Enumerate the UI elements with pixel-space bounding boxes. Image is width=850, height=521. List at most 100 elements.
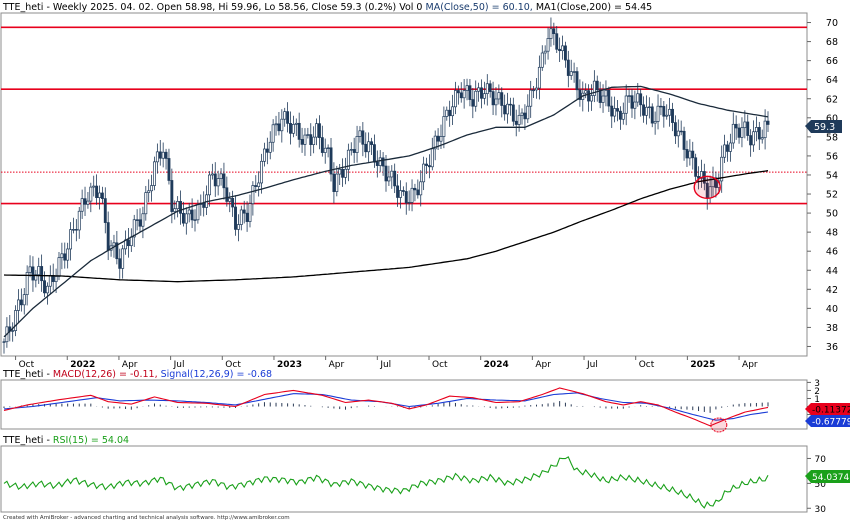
candle-body <box>286 111 290 124</box>
candle-body <box>618 110 622 120</box>
candle-body <box>532 89 536 92</box>
candle-body <box>442 116 446 137</box>
x-tick-label: Oct <box>432 360 448 370</box>
candle-body <box>482 93 486 99</box>
candle-body <box>604 89 608 97</box>
candle-body <box>613 108 617 117</box>
candle-body <box>375 161 379 166</box>
price-y-tick-label: 60 <box>826 113 838 124</box>
candle-body <box>239 209 243 225</box>
price-y-tick-label: 58 <box>826 132 838 143</box>
candle-body <box>329 147 333 175</box>
candle-body <box>616 108 619 112</box>
candle-body <box>627 95 631 97</box>
rsi-line <box>3 456 769 509</box>
macd-panel-frame <box>0 379 808 430</box>
candle-body <box>176 201 180 210</box>
candle-body <box>575 71 579 91</box>
price-hlines <box>1 26 807 205</box>
candle-body <box>726 144 729 152</box>
candle-body <box>83 198 87 205</box>
candle-body <box>714 177 718 188</box>
candle-body <box>268 141 272 153</box>
candle-body <box>578 89 582 100</box>
candle-body <box>164 151 168 159</box>
candle-body <box>326 147 330 149</box>
macd-line <box>3 387 769 427</box>
x-tick-label: Oct <box>639 360 655 370</box>
candle-body <box>407 201 411 204</box>
price-y-tick-label: 46 <box>826 247 838 258</box>
candle-body <box>263 148 266 162</box>
candle-body <box>480 87 483 99</box>
candle-body <box>14 310 18 331</box>
candle-body <box>740 127 744 138</box>
candle-body <box>746 121 750 136</box>
candle-body <box>645 106 648 116</box>
candles <box>2 17 770 354</box>
candle-body <box>317 123 321 138</box>
candle-body <box>401 190 405 192</box>
macd-header: TTE_heti - MACD(12,26) = -0.11, Signal(1… <box>2 369 272 380</box>
candle-body <box>404 191 408 204</box>
x-tick-label: Oct <box>19 360 35 370</box>
candle-body <box>202 202 206 208</box>
price-y-tick-label: 52 <box>826 190 838 201</box>
ma200-line <box>3 170 769 283</box>
candle-body <box>129 236 133 247</box>
rsi-header: TTE_heti - RSI(15) = 54.04 <box>2 435 129 446</box>
candle-body <box>216 178 220 187</box>
candle-body <box>549 28 553 39</box>
candle-body <box>456 90 460 94</box>
candle-body <box>694 157 698 177</box>
candle-body <box>445 109 449 117</box>
candle-body <box>153 161 156 186</box>
candle-body <box>462 90 466 99</box>
candle-body <box>364 143 368 153</box>
candle-body <box>147 190 151 193</box>
candle-body <box>115 242 119 260</box>
macd-badge-text: -0.11372 <box>812 406 850 416</box>
candle-body <box>410 187 414 203</box>
candle-body <box>494 98 498 106</box>
candle-body <box>155 151 159 163</box>
candle-body <box>17 299 20 311</box>
x-tick-label: Jul <box>586 360 598 370</box>
candle-body <box>552 28 556 35</box>
moving-averages <box>3 85 769 338</box>
candle-body <box>37 266 41 276</box>
candle-body <box>682 130 686 150</box>
candle-body <box>384 165 388 182</box>
price-y-tick-label: 40 <box>826 304 838 315</box>
candle-body <box>251 185 255 205</box>
candle-body <box>335 173 339 192</box>
candle-body <box>558 48 562 52</box>
price-y-tick-label: 70 <box>826 18 838 29</box>
candle-body <box>193 219 197 221</box>
candle-body <box>572 71 576 73</box>
price-header-ma200: MA1(Close,200) = 54.45 <box>536 2 652 13</box>
candle-body <box>624 95 628 114</box>
candle-body <box>749 135 753 146</box>
candle-body <box>338 168 342 175</box>
candle-body <box>332 173 336 192</box>
rsi-panel-frame <box>0 445 808 513</box>
price-y-ticks: 36 38 40 42 44 46 48 50 52 54 56 58 60 62 64 66 68 70 <box>807 18 838 353</box>
candle-body <box>763 120 767 139</box>
rsi-badge: 54.0374 <box>805 470 850 483</box>
candle-body <box>57 257 61 277</box>
candle-body <box>248 203 252 222</box>
candle-body <box>679 130 683 133</box>
candle-body <box>158 151 162 159</box>
candle-body <box>289 123 292 134</box>
candle-body <box>422 163 426 183</box>
candle-body <box>300 139 304 145</box>
candle-body <box>390 170 394 178</box>
price-y-tick-label: 56 <box>826 151 838 162</box>
candle-body <box>691 150 695 159</box>
candle-body <box>430 148 434 168</box>
candle-body <box>688 150 692 159</box>
candle-body <box>506 103 509 115</box>
candle-body <box>471 99 475 107</box>
candle-body <box>413 187 417 191</box>
